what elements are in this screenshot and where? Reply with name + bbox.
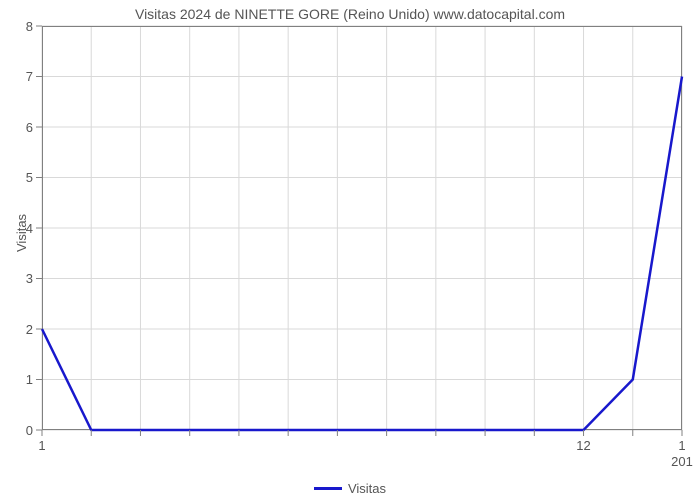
y-tick-label: 5: [26, 170, 33, 185]
legend: Visitas: [0, 478, 700, 496]
y-tick-label: 1: [26, 372, 33, 387]
legend-label: Visitas: [348, 481, 386, 496]
y-tick-label: 2: [26, 322, 33, 337]
y-tick-label: 0: [26, 423, 33, 438]
x-tick-label-row2: 201: [671, 454, 693, 469]
x-tick-label: 1: [38, 438, 45, 453]
chart-title: Visitas 2024 de NINETTE GORE (Reino Unid…: [0, 6, 700, 22]
x-tick-label: 1: [678, 438, 685, 453]
legend-swatch: [314, 487, 342, 490]
legend-item-visitas: Visitas: [314, 481, 386, 496]
chart-svg: [42, 26, 682, 430]
y-tick-label: 3: [26, 271, 33, 286]
y-tick-label: 8: [26, 19, 33, 34]
y-tick-label: 6: [26, 120, 33, 135]
plot-area: [42, 26, 682, 430]
y-tick-label: 7: [26, 69, 33, 84]
y-tick-label: 4: [26, 221, 33, 236]
x-tick-label: 12: [576, 438, 590, 453]
